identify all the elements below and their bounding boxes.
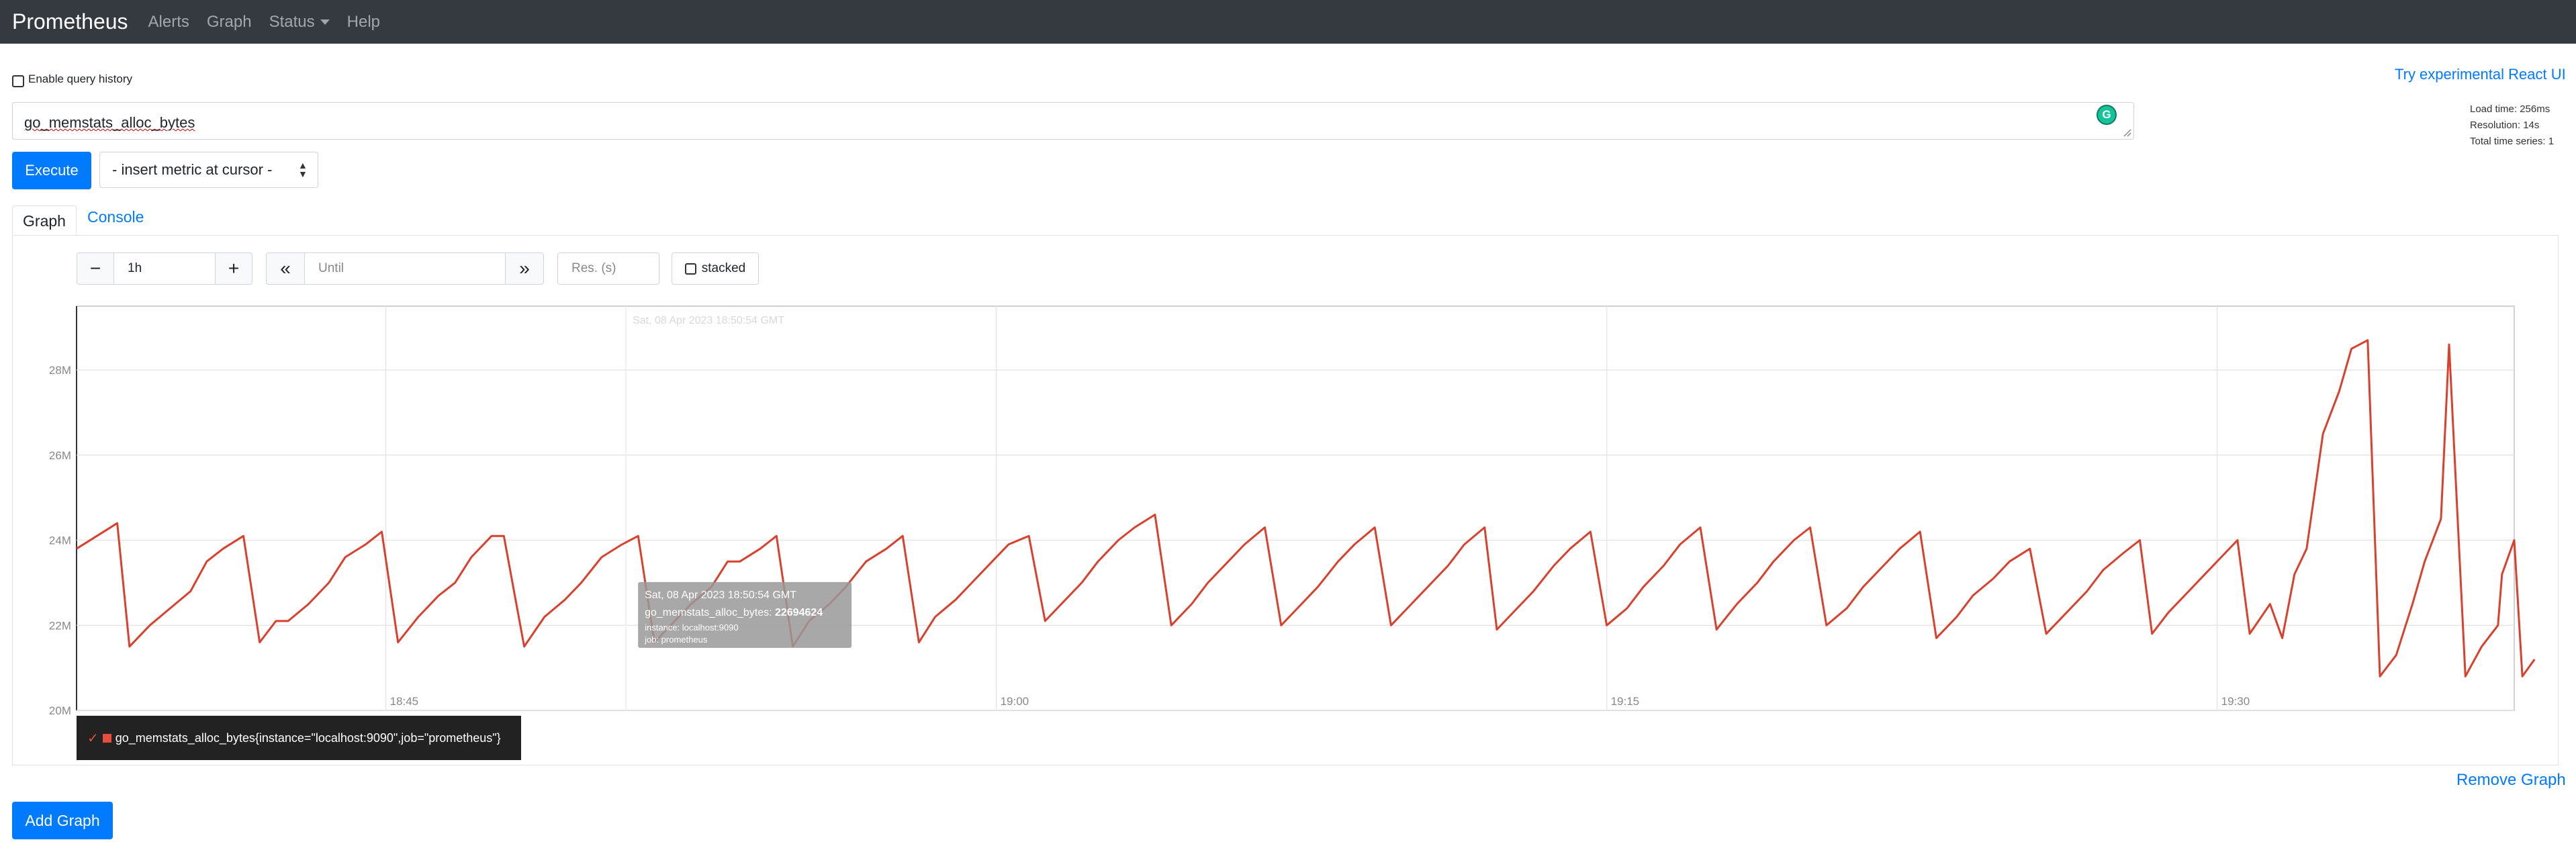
- until-input[interactable]: Until: [304, 252, 506, 285]
- rewind-icon[interactable]: «: [266, 252, 305, 285]
- brand-logo[interactable]: Prometheus: [12, 9, 128, 34]
- add-graph-button[interactable]: Add Graph: [12, 802, 113, 839]
- react-ui-link[interactable]: Try experimental React UI: [2395, 66, 2566, 83]
- resolution: Resolution: 14s: [2470, 120, 2540, 131]
- y-tick-label: 22M: [49, 619, 71, 632]
- tooltip-time: Sat, 08 Apr 2023 18:50:54 GMT: [645, 590, 796, 601]
- tooltip-instance: instance: localhost:9090: [645, 622, 738, 633]
- nav-status-label: Status: [269, 12, 315, 31]
- tab-console[interactable]: Console: [87, 208, 144, 226]
- tab-graph[interactable]: Graph: [12, 205, 77, 236]
- series-line: [76, 339, 2536, 677]
- grammarly-icon[interactable]: G: [2097, 105, 2117, 125]
- graph-panel: [12, 235, 2559, 765]
- plot-area: [76, 306, 2515, 711]
- range-decrease-button[interactable]: −: [77, 252, 114, 285]
- tooltip-job: job: prometheus: [644, 635, 708, 645]
- legend-color-swatch: [102, 733, 111, 743]
- remove-graph-link[interactable]: Remove Graph: [2456, 771, 2566, 789]
- nav-alerts[interactable]: Alerts: [148, 12, 189, 31]
- expression-input[interactable]: [12, 102, 2134, 140]
- y-tick-label: 28M: [49, 364, 71, 377]
- y-tick-label: 26M: [49, 449, 71, 462]
- legend-check-icon: ✓: [87, 731, 99, 746]
- stacked-checkbox: [684, 263, 696, 275]
- range-input[interactable]: 1h: [113, 252, 216, 285]
- tooltip-metric: go_memstats_alloc_bytes: 22694624: [645, 607, 823, 618]
- series-legend[interactable]: ✓ go_memstats_alloc_bytes{instance="loca…: [77, 716, 521, 760]
- resize-grip-icon[interactable]: [2122, 128, 2131, 137]
- nav-graph[interactable]: Graph: [206, 12, 252, 31]
- query-history-checkbox[interactable]: [12, 75, 24, 87]
- load-time: Load time: 256ms: [2470, 103, 2550, 115]
- x-tick-label: 19:15: [1611, 695, 1640, 708]
- expression-text: go_memstats_alloc_bytes: [24, 114, 195, 131]
- fast-forward-icon[interactable]: »: [505, 252, 544, 285]
- resolution-input[interactable]: Res. (s): [557, 252, 659, 285]
- execute-button[interactable]: Execute: [12, 152, 91, 189]
- stacked-label: stacked: [701, 261, 746, 275]
- range-increase-button[interactable]: +: [215, 252, 252, 285]
- hover-time-label: Sat, 08 Apr 2023 18:50:54 GMT: [633, 315, 784, 326]
- tooltip-box: [638, 581, 852, 648]
- caret-down-icon: [320, 19, 330, 25]
- y-tick-label: 20M: [49, 704, 71, 717]
- resolution-placeholder: Res. (s): [571, 261, 616, 275]
- x-tick-label: 19:30: [2221, 695, 2250, 708]
- select-arrows-icon: ▲ ▼: [298, 160, 308, 179]
- nav-help[interactable]: Help: [347, 12, 380, 31]
- tooltip-value: 22694624: [775, 607, 823, 618]
- query-history-label: Enable query history: [28, 73, 132, 85]
- metric-select[interactable]: - insert metric at cursor -: [99, 152, 318, 188]
- y-tick-label: 24M: [49, 534, 71, 547]
- legend-series-label: go_memstats_alloc_bytes{instance="localh…: [115, 731, 501, 745]
- until-placeholder: Until: [318, 261, 344, 275]
- metric-select-value: - insert metric at cursor -: [112, 161, 273, 178]
- nav-status-dropdown[interactable]: Status: [269, 13, 330, 32]
- total-series: Total time series: 1: [2470, 136, 2555, 147]
- stacked-toggle[interactable]: stacked: [672, 252, 759, 285]
- x-tick-label: 18:45: [390, 695, 419, 708]
- navbar: Prometheus Alerts Graph Status Help: [0, 0, 2576, 44]
- x-tick-label: 19:00: [1001, 695, 1029, 708]
